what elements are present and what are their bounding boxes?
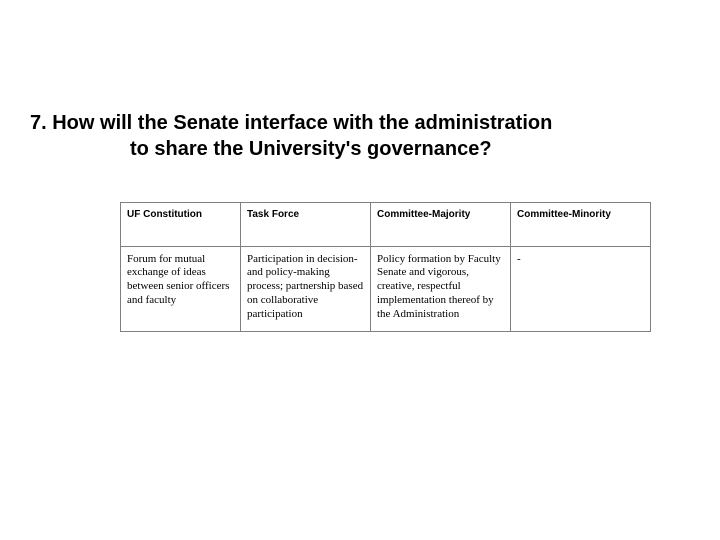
table-cell: Forum for mutual exchange of ideas betwe…	[121, 246, 241, 332]
table-cell: -	[511, 246, 651, 332]
governance-table: UF Constitution Task Force Committee-Maj…	[120, 202, 651, 332]
table-body-row: Forum for mutual exchange of ideas betwe…	[121, 246, 651, 332]
slide-page: 7. How will the Senate interface with th…	[0, 0, 720, 540]
slide-title: 7. How will the Senate interface with th…	[0, 110, 720, 162]
table-cell: Policy formation by Faculty Senate and v…	[371, 246, 511, 332]
table-header-cell: UF Constitution	[121, 203, 241, 247]
table-header-cell: Task Force	[241, 203, 371, 247]
title-line-1: 7. How will the Senate interface with th…	[30, 112, 552, 134]
table-header-cell: Committee-Majority	[371, 203, 511, 247]
table-cell: Participation in decision- and policy-ma…	[241, 246, 371, 332]
title-line-2: to share the University's governance?	[30, 136, 690, 162]
table-header-row: UF Constitution Task Force Committee-Maj…	[121, 203, 651, 247]
table-header-cell: Committee-Minority	[511, 203, 651, 247]
